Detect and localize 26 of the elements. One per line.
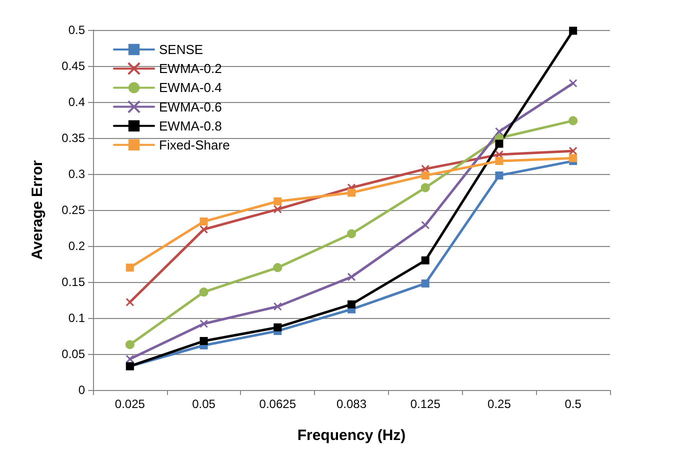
x-tick-label: 0.125 [410,397,441,411]
legend-label: EWMA-0.4 [159,80,222,96]
y-tick-label: 0.35 [62,131,86,145]
x-tick-label: 0.5 [564,397,582,411]
legend-label: EWMA-0.6 [159,99,222,114]
y-tick-label: 0.2 [68,239,86,253]
legend-label: Fixed-Share [159,137,230,152]
x-tick-label: 0.25 [488,397,512,411]
y-tick-label: 0.15 [62,275,86,289]
y-tick-label: 0.4 [68,95,86,109]
x-tick-label: 0.0625 [259,397,296,411]
y-tick-label: 0 [78,383,86,397]
x-tick-label: 0.083 [336,397,367,411]
y-tick-label: 0.5 [68,23,86,37]
legend-label: EWMA-0.8 [159,118,222,134]
legend-label: EWMA-0.2 [159,61,222,76]
y-tick-label: 0.45 [62,59,86,73]
x-tick-label: 0.05 [192,397,216,411]
y-tick-label: 0.05 [62,347,86,361]
y-tick-label: 0.3 [68,167,86,181]
y-tick-label: 0.1 [68,311,86,325]
y-tick-label: 0.25 [62,203,86,217]
y-axis-title: Average Error [29,160,46,260]
x-tick-label: 0.025 [114,397,146,411]
x-axis-title: Frequency (Hz) [297,427,406,444]
legend-label: SENSE [159,42,204,57]
